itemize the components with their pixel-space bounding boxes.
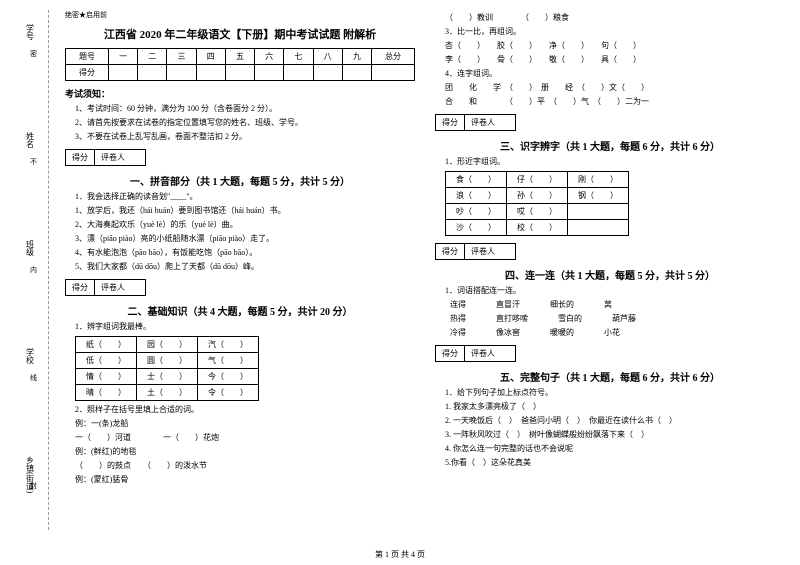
right-top-line: 合 和 （ ）平 （ ）气 （ ）二为一	[445, 96, 785, 108]
seal-marks: 密 不 内 线 封	[30, 0, 37, 540]
score-box-label: 评卷人	[465, 115, 515, 130]
score-header: 八	[313, 49, 342, 65]
notice-item: 2、请首先按要求在试卷的指定位置填写您的姓名、班级、学号。	[75, 117, 415, 129]
right-top-line: 3．比一比，再组词。	[445, 26, 785, 38]
seal-mark: 线	[30, 373, 37, 383]
seal-mark: 内	[30, 265, 37, 275]
match-row: 冷得 像冰窖 暖暖的 小花	[450, 327, 785, 338]
q5-line: 5.你看（ ）这朵花真美	[445, 457, 785, 469]
match-row: 热得 直打哆嗦 雪白的 葫芦藤	[450, 313, 785, 324]
right-top-line: （ ）教训 （ ）粮食	[445, 12, 785, 24]
score-header-row: 题号 一 二 三 四 五 六 七 八 九 总分	[66, 49, 415, 65]
score-box-label: 评卷人	[95, 280, 145, 295]
score-header: 题号	[66, 49, 109, 65]
q2-line: 一（ ）河道 一（ ）花炮	[75, 432, 415, 444]
score-header: 七	[284, 49, 313, 65]
score-table: 题号 一 二 三 四 五 六 七 八 九 总分 得分	[65, 48, 415, 81]
score-box-label: 得分	[436, 346, 465, 361]
left-column: 绝密★启用前 江西省 2020 年二年级语文【下册】期中考试试题 附解析 题号 …	[65, 10, 415, 565]
right-column: （ ）教训 （ ）粮食 3．比一比，再组词。 杏（ ） 胶（ ） 净（ ） 句（…	[435, 10, 785, 565]
score-box-5: 得分 评卷人	[435, 345, 516, 362]
score-box-1: 得分 评卷人	[65, 149, 146, 166]
seal-mark: 封	[30, 481, 37, 491]
page-content: 绝密★启用前 江西省 2020 年二年级语文【下册】期中考试试题 附解析 题号 …	[65, 0, 785, 565]
right-top-line: 杏（ ） 胶（ ） 净（ ） 句（ ）	[445, 40, 785, 52]
cut-line	[48, 10, 49, 530]
q1-line: 2、大海奏起欢乐（yuè lè）的乐（yuè lè）曲。	[75, 219, 415, 231]
exam-title: 江西省 2020 年二年级语文【下册】期中考试试题 附解析	[65, 26, 415, 42]
notice-title: 考试须知：	[65, 87, 415, 100]
score-box-label: 得分	[66, 280, 95, 295]
score-box-label: 评卷人	[465, 244, 515, 259]
score-header: 五	[225, 49, 254, 65]
right-top-line: 李（ ） 骨（ ） 敬（ ） 具（ ）	[445, 54, 785, 66]
score-box-4: 得分 评卷人	[435, 243, 516, 260]
score-box-label: 评卷人	[95, 150, 145, 165]
q2-line: （ ）的鼓点 （ ）的泼水节	[75, 460, 415, 472]
q5-stem: 1．给下列句子加上标点符号。	[445, 387, 785, 399]
q1-line: 4、有水能泡泡（pāo bāo），有饭能吃饱（pāo bāo）。	[75, 247, 415, 259]
q5-line: 1. 我家太多漂亮极了（ ）	[445, 401, 785, 413]
q2-line: 例：一(条)龙船	[75, 418, 415, 430]
q1-line: 1、放学后，我还（hái huán）要到图书馆还（hái huán）书。	[75, 205, 415, 217]
score-box-3: 得分 评卷人	[435, 114, 516, 131]
match-row: 连得 直冒汗 细长的 莴	[450, 299, 785, 310]
section-3-title: 三、识字辨字（共 1 大题，每题 6 分，共计 6 分）	[435, 138, 785, 153]
q2-line: 例：(鲜红)的地毯	[75, 446, 415, 458]
score-header: 三	[167, 49, 196, 65]
q2-line: 例：(蒙红)猛骨	[75, 474, 415, 486]
q3-stem: 1．形近字组词。	[445, 156, 785, 168]
section-4-title: 四、连一连（共 1 大题，每题 5 分，共计 5 分）	[435, 267, 785, 282]
score-box-label: 得分	[436, 115, 465, 130]
score-header: 四	[196, 49, 225, 65]
page-footer: 第 1 页 共 4 页	[0, 549, 800, 560]
score-header: 一	[108, 49, 137, 65]
q4-stem: 1．词语搭配连一连。	[445, 285, 785, 297]
q5-line: 4. 你怎么连一句完整的话也不会说呢	[445, 443, 785, 455]
score-header: 二	[138, 49, 167, 65]
score-box-label: 得分	[66, 150, 95, 165]
q1-line: 3、漂（piāo piào）亮的小纸船随水漂（piāo piào）走了。	[75, 233, 415, 245]
notice-item: 1、考试时间：60 分钟，满分为 100 分（含卷面分 2 分）。	[75, 103, 415, 115]
notice-item: 3、不要在试卷上乱写乱画，卷面不整洁扣 2 分。	[75, 131, 415, 143]
right-top-line: 4．连字组词。	[445, 68, 785, 80]
q2-char-table: 纸（ ）园（ ）汽（ ） 低（ ）圆（ ）气（ ） 情（ ）士（ ）今（ ） 晴…	[75, 336, 259, 401]
score-box-label: 评卷人	[465, 346, 515, 361]
score-box-2: 得分 评卷人	[65, 279, 146, 296]
q1-line: 5、我们大家都（dū dōu）爬上了天都（dū dōu）峰。	[75, 261, 415, 273]
q2-stem1: 1．辨字组词我最棒。	[75, 321, 415, 333]
section-1-title: 一、拼音部分（共 1 大题，每题 5 分，共计 5 分）	[65, 173, 415, 188]
section-2-title: 二、基础知识（共 4 大题，每题 5 分，共计 20 分）	[65, 303, 415, 318]
q2-stem2: 2．照样子在括号里填上合适的词。	[75, 404, 415, 416]
right-top-line: 团 化 学 （ ） 册 经 （ ）文（ ）	[445, 82, 785, 94]
q1-stem: 1．我会选择正确的读音划"____"。	[75, 191, 415, 203]
score-header: 总分	[371, 49, 414, 65]
score-row-label: 得分	[66, 65, 109, 81]
score-header: 九	[342, 49, 371, 65]
score-value-row: 得分	[66, 65, 415, 81]
section-5-title: 五、完整句子（共 1 大题，每题 6 分，共计 6 分）	[435, 369, 785, 384]
seal-mark: 不	[30, 157, 37, 167]
q5-line: 3. 一阵秋风吹过（ ） 树叶像蝴蝶般纷纷飘落下来（ ）	[445, 429, 785, 441]
q3-char-table: 食（ ）仔（ ）刚（ ） 浪（ ）孙（ ）钢（ ） 吵（ ）哎（ ） 沙（ ）校…	[445, 171, 629, 236]
score-header: 六	[255, 49, 284, 65]
confidential-note: 绝密★启用前	[65, 10, 415, 20]
q5-line: 2. 一天晚饭后（ ） 爸爸问小明（ ） 你最近在读什么书（ ）	[445, 415, 785, 427]
score-box-label: 得分	[436, 244, 465, 259]
seal-mark: 密	[30, 49, 37, 59]
